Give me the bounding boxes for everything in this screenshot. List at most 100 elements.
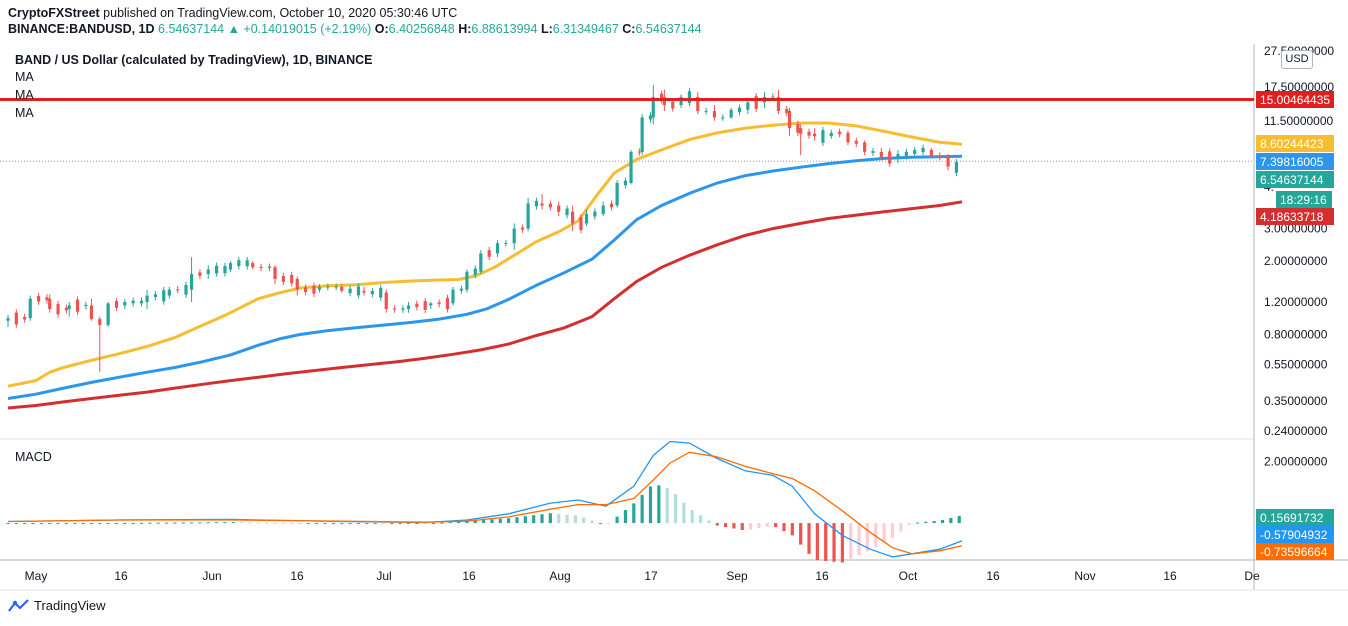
candle-up: [687, 91, 692, 104]
macd-histogram-bar: [723, 523, 728, 528]
candle-down: [938, 155, 942, 157]
resistance-badge: [1256, 91, 1334, 108]
ma-legend-3[interactable]: MA: [15, 106, 34, 120]
macd-histogram-bar: [256, 522, 260, 524]
macd-histogram-bar: [223, 522, 227, 524]
candle-up: [629, 151, 633, 183]
candle-up: [451, 289, 455, 304]
macd-histogram-bar: [540, 514, 544, 524]
candle-down: [295, 278, 299, 290]
candle-down: [799, 128, 803, 134]
candle-down: [557, 205, 561, 212]
publisher-name[interactable]: CryptoFXStreet: [8, 6, 100, 20]
candle-down: [312, 285, 316, 294]
macd-histogram-bar: [698, 515, 703, 524]
candle-down: [384, 292, 388, 309]
candle-down: [579, 217, 583, 231]
y-tick-label: 0.24000000: [1264, 424, 1328, 438]
candle-down: [36, 296, 41, 302]
time-axis[interactable]: May 16 Jun 16 Jul 16 Aug 17 Sep 16 Oct 16 Nov 16 De: [25, 569, 1260, 583]
candle-down: [415, 303, 419, 308]
macd-histogram-bar: [815, 523, 819, 561]
currency-button[interactable]: USD: [1281, 50, 1313, 69]
macd-legend[interactable]: MACD: [15, 450, 52, 464]
candle-up: [465, 271, 469, 290]
candle-up: [479, 253, 483, 272]
candles: [6, 84, 959, 373]
x-tick-label: 16: [815, 569, 829, 583]
ohlc-line: BINANCE:BANDUSD, 1D 6.54637144 ▲ +0.1401…: [8, 22, 702, 36]
ma-legend-2[interactable]: MA: [15, 88, 34, 102]
ma50-badge-text: 8.60244423: [1260, 137, 1324, 151]
x-tick-label: Jul: [376, 569, 391, 583]
candle-up: [123, 302, 127, 306]
candle-down: [796, 123, 800, 133]
moving-averages: [7, 121, 963, 410]
candle-up: [896, 154, 900, 158]
signal-line: [7, 451, 963, 555]
macd-histogram-bar: [507, 518, 511, 524]
macd-histogram-bar: [857, 523, 861, 556]
ma-legend-1[interactable]: MA: [15, 70, 34, 84]
candle-down: [437, 302, 441, 305]
candle-down: [176, 289, 180, 291]
candle-down: [259, 266, 263, 268]
candle-up: [334, 286, 338, 288]
candle-up: [184, 284, 188, 295]
candle-up: [495, 243, 500, 254]
tradingview-logo[interactable]: TradingView: [8, 598, 106, 613]
macd-histogram-bar: [957, 515, 961, 524]
x-tick-label: Nov: [1074, 569, 1095, 583]
candle-up: [904, 151, 908, 157]
candle-down: [787, 111, 792, 129]
macd-histogram-bar: [315, 523, 319, 525]
macd-pane: [6, 440, 963, 563]
macd-histogram-bar: [590, 520, 594, 524]
candle-down: [609, 203, 614, 208]
candle-up: [640, 117, 644, 152]
candle-up: [84, 304, 88, 306]
macd-histogram-bar: [390, 523, 394, 525]
candle-up: [139, 300, 144, 304]
x-tick-label: De: [1244, 569, 1260, 583]
macd-histogram-bar: [231, 522, 235, 524]
candle-up: [406, 305, 411, 309]
macd-histogram-bar: [423, 523, 427, 525]
macd-histogram-bar: [298, 523, 302, 525]
candle-up: [237, 260, 241, 267]
tradingview-icon: [8, 598, 29, 612]
candle-up: [821, 130, 825, 143]
candle-up: [615, 182, 619, 206]
close-value: 6.54637144: [635, 22, 702, 36]
candle-down: [251, 263, 255, 268]
candle-down: [362, 290, 366, 293]
macd-histogram-bar: [156, 522, 160, 524]
candle-up: [565, 208, 569, 216]
macd-histogram-bar: [673, 494, 678, 524]
macd-histogram-bar: [64, 523, 69, 525]
low-label: L:: [540, 22, 553, 36]
candle-up: [534, 200, 539, 207]
candle-down: [671, 101, 675, 109]
macd-histogram-bar: [348, 523, 352, 525]
macd-histogram-bar: [373, 523, 377, 525]
y-tick-label: 3.00000000: [1264, 222, 1328, 236]
candle-up: [223, 266, 227, 274]
candle-down: [14, 312, 18, 325]
high-label: H:: [458, 22, 472, 36]
change-value: ▲ +0.14019015 (+2.19%): [227, 22, 372, 36]
candle-down: [548, 203, 552, 208]
candle-up: [729, 109, 733, 118]
macd-histogram-bar: [749, 523, 753, 530]
candle-up: [512, 228, 516, 244]
candle-up: [167, 289, 171, 296]
candle-down: [754, 96, 758, 109]
x-tick-label: Sep: [726, 569, 748, 583]
candle-down: [540, 203, 544, 206]
x-tick-label: Oct: [899, 569, 918, 583]
y-tick-label: 17.50000000: [1264, 80, 1334, 94]
candle-down: [48, 298, 52, 309]
candle-up: [189, 274, 194, 290]
macd-histogram-bar: [665, 487, 669, 524]
